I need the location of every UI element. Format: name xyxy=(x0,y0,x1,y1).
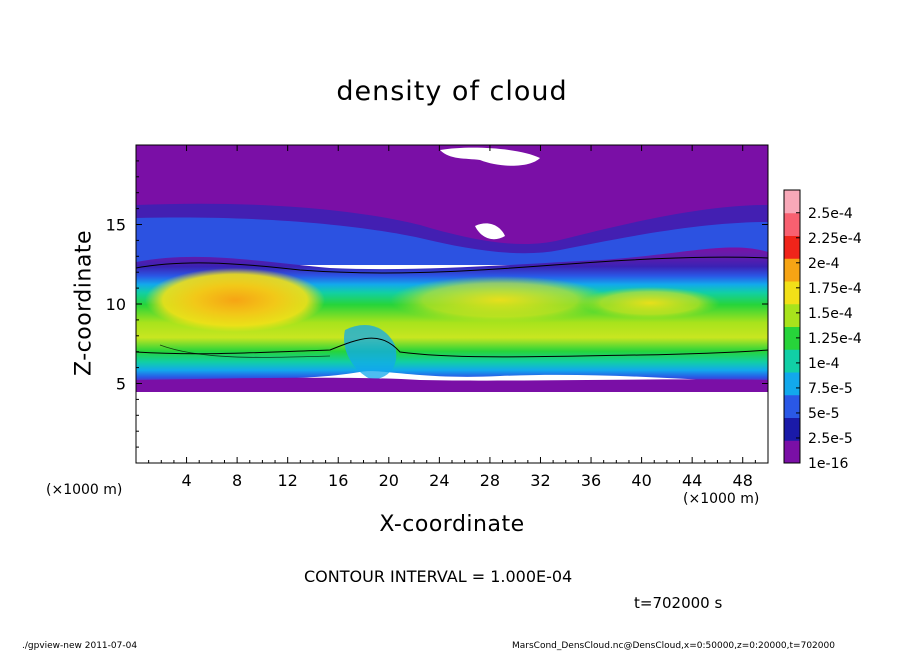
colorbar-label: 7.5e-5 xyxy=(808,381,853,397)
colorbar-label: 1e-16 xyxy=(808,456,848,472)
colorbar-label: 1.5e-4 xyxy=(808,306,853,322)
colorbar-label: 1.25e-4 xyxy=(808,331,862,347)
colorbar-segment xyxy=(784,190,800,214)
y-tick-label: 10 xyxy=(106,295,126,314)
x-tick-label: 16 xyxy=(328,471,348,490)
footer-program-date: ./gpview-new 2011-07-04 xyxy=(22,641,138,651)
colorbar-label: 1e-4 xyxy=(808,356,840,372)
contour-interval-text: CONTOUR INTERVAL = 1.000E-04 xyxy=(304,567,573,586)
x-tick-label: 12 xyxy=(278,471,298,490)
colorbar-label: 2.5e-5 xyxy=(808,431,853,447)
colorbar-segment xyxy=(784,258,800,282)
x-tick-label: 20 xyxy=(379,471,399,490)
x-axis-label: X-coordinate xyxy=(379,512,525,537)
y-axis-label: Z-coordinate xyxy=(71,230,97,376)
colorbar-label: 2e-4 xyxy=(808,256,840,272)
time-label: t=702000 s xyxy=(634,594,723,612)
colorbar-label: 5e-5 xyxy=(808,406,839,422)
colorbar-segment xyxy=(784,417,800,441)
chart-title: density of cloud xyxy=(336,76,568,107)
colorbar-segment xyxy=(784,235,800,259)
colorbar-segment xyxy=(784,440,800,464)
x-tick-label: 36 xyxy=(581,471,601,490)
y-tick-label: 5 xyxy=(116,375,126,394)
footer-source: MarsCond_DensCloud.nc@DensCloud,x=0:5000… xyxy=(512,641,835,651)
colorbar xyxy=(783,189,801,464)
colorbar-label: 2.25e-4 xyxy=(808,231,862,247)
colorbar-segment xyxy=(784,212,800,236)
x-tick-label: 48 xyxy=(733,471,753,490)
x-tick-label: 44 xyxy=(682,471,702,490)
colorbar-segment xyxy=(784,349,800,373)
colorbar-segment xyxy=(784,303,800,327)
colorbar-segment xyxy=(784,394,800,418)
colorbar-segment xyxy=(784,372,800,396)
colorbar-segment xyxy=(784,281,800,305)
x-tick-label: 32 xyxy=(530,471,550,490)
density-field xyxy=(136,145,768,463)
x-tick-label: 40 xyxy=(631,471,651,490)
x-tick-label: 4 xyxy=(181,471,191,490)
colorbar-frame xyxy=(783,189,801,464)
colorbar-segment xyxy=(784,326,800,350)
x-unit-label-left: (×1000 m) xyxy=(46,482,123,498)
x-unit-label-right: (×1000 m) xyxy=(683,491,760,507)
y-tick-label: 15 xyxy=(106,216,126,235)
x-tick-label: 8 xyxy=(232,471,242,490)
x-tick-label: 28 xyxy=(480,471,500,490)
x-tick-label: 24 xyxy=(429,471,449,490)
colorbar-label: 2.5e-4 xyxy=(808,206,853,222)
colorbar-label: 1.75e-4 xyxy=(808,281,862,297)
